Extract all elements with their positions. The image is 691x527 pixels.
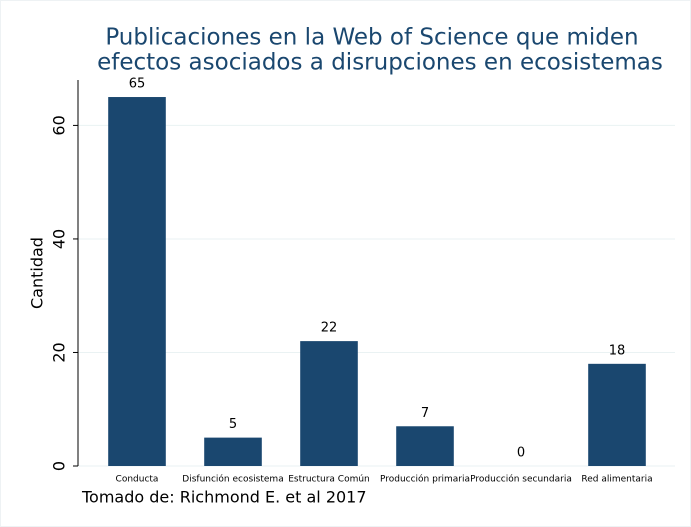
data-label: 7 — [421, 406, 429, 421]
x-tick-label: Red alimentaria — [581, 475, 652, 485]
bar — [108, 97, 166, 466]
y-tick-label: 20 — [50, 342, 69, 362]
y-axis-label: Cantidad — [28, 237, 47, 309]
chart-title: Publicaciones en la Web of Science que m… — [105, 25, 638, 51]
data-label: 22 — [321, 321, 338, 336]
bar — [396, 426, 454, 466]
data-label: 0 — [517, 446, 525, 461]
data-label: 5 — [229, 417, 237, 432]
x-tick-label: Producción secundaria — [470, 474, 572, 485]
x-tick-label: Disfunción ecosistema — [182, 474, 283, 485]
bar — [588, 363, 646, 466]
data-label: 65 — [129, 77, 146, 92]
bar — [300, 341, 358, 466]
y-tick-label: 40 — [50, 229, 69, 249]
y-tick-label: 60 — [50, 115, 69, 135]
x-tick-label: Estructura Común — [288, 475, 370, 485]
x-tick-label: Producción primaria — [380, 474, 470, 485]
y-tick-label: 0 — [50, 461, 69, 471]
note: Tomado de: Richmond E. et al 2017 — [81, 488, 367, 507]
chart-title: efectos asociados a disrupciones en ecos… — [97, 50, 663, 76]
data-label: 18 — [609, 343, 626, 358]
bar — [204, 437, 262, 466]
x-tick-label: Conducta — [116, 475, 159, 485]
